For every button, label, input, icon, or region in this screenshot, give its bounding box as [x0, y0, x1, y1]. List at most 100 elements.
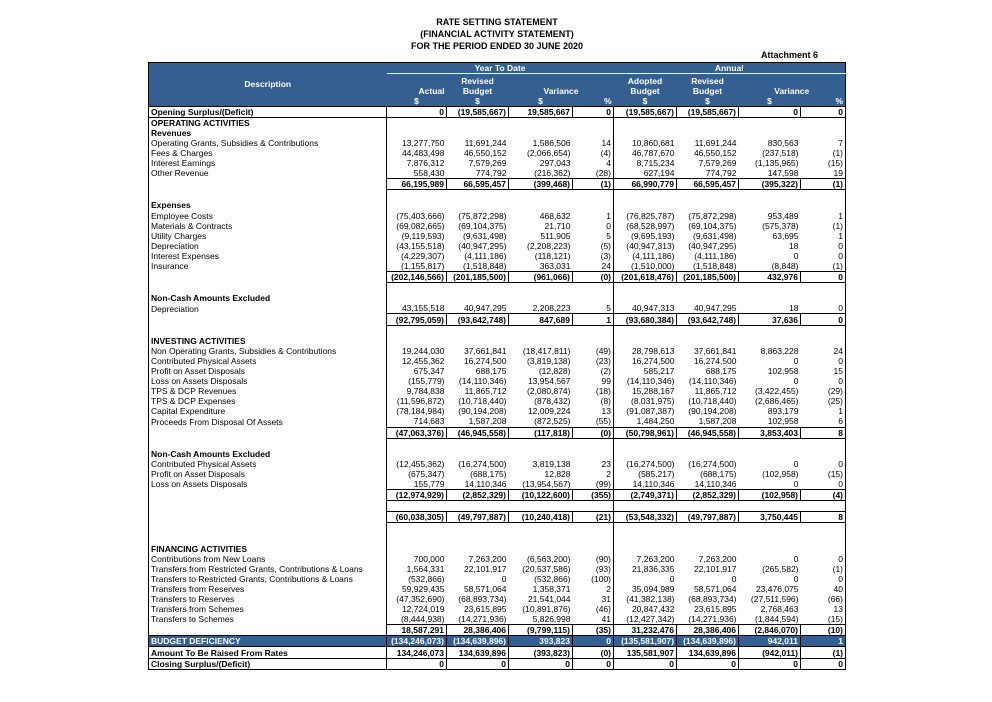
value-cell: 28,386,406 — [446, 624, 509, 637]
value-cell: (100) — [591, 573, 611, 584]
value-cell: 3,853,403 — [738, 426, 801, 439]
value-cell: (532,866) — [408, 573, 445, 584]
value-cell: 59,929,435 — [401, 583, 445, 594]
value-cell — [677, 438, 739, 449]
value-cell: 0 — [731, 573, 737, 584]
table-row: Transfers from Restricted Grants, Contri… — [148, 563, 846, 574]
value-cell: (14,271,936) — [688, 614, 737, 625]
value-cell: (2,066,654) — [527, 148, 571, 159]
value-cell: 11,865,712 — [694, 386, 737, 397]
header-cell: Actual — [386, 73, 447, 96]
value-cell — [387, 501, 447, 512]
value-cell: (14,110,346) — [458, 376, 507, 387]
value-cell — [509, 523, 573, 534]
value-cell: 585,217 — [613, 365, 677, 377]
value-cell: (8,031,975) — [613, 396, 677, 407]
value-cell: (10,240,418) — [508, 511, 573, 524]
value-cell — [739, 533, 801, 543]
value-cell — [613, 533, 677, 544]
value-cell — [447, 283, 509, 294]
value-cell — [613, 522, 677, 534]
value-cell — [509, 325, 573, 336]
row-label: OPERATING ACTIVITIES — [148, 117, 387, 128]
value-cell: 10,860,681 — [613, 137, 677, 148]
value-cell — [387, 128, 447, 138]
value-cell: 22,101,917 — [693, 563, 737, 574]
value-cell: (47,352,690) — [396, 594, 445, 605]
value-cell: (202,146,566) — [386, 271, 447, 284]
table-row: Closing Surplus/(Deficit) 0 0 0 0 0 0 0 0 — [148, 657, 846, 670]
value-cell: (11,596,872) — [396, 396, 445, 407]
row-label: Operating Grants, Subsidies & Contributi… — [148, 137, 387, 148]
value-cell — [509, 336, 573, 346]
value-cell: 0 — [838, 355, 843, 366]
table-row: Employee Costs (75,403,666) (75,872,298) 46… — [148, 210, 846, 221]
value-cell: (41,382,138) — [613, 594, 677, 605]
row-label: Expenses — [148, 200, 387, 211]
value-cell: (1) — [832, 261, 843, 272]
value-cell: (102,958) — [738, 489, 801, 502]
value-cell: (8) — [600, 396, 611, 407]
value-cell: 0 — [800, 657, 846, 670]
value-cell — [677, 325, 739, 336]
table-row — [148, 533, 846, 544]
value-cell — [447, 336, 509, 346]
value-cell: (29) — [827, 386, 843, 397]
value-cell: 0 — [572, 105, 614, 118]
value-cell: (46) — [595, 604, 611, 615]
value-cell: (19,585,667) — [613, 105, 677, 118]
value-cell: 12,724,019 — [401, 604, 445, 615]
row-label: Contributions from New Loans — [148, 553, 387, 564]
value-cell: (18,417,811) — [522, 345, 571, 356]
value-cell: 102,958 — [767, 365, 799, 376]
value-cell: 0 — [793, 250, 799, 261]
value-cell: (399,468) — [508, 178, 573, 191]
value-cell — [387, 438, 447, 449]
value-cell: 0 — [613, 573, 677, 584]
value-cell: 700,000 — [413, 553, 445, 564]
value-cell: 953,489 — [767, 210, 799, 221]
value-cell: (118,121) — [534, 250, 571, 261]
value-cell: (2) — [600, 365, 611, 376]
value-cell: (9,695,193) — [613, 230, 677, 241]
value-cell: 66,595,457 — [446, 178, 509, 191]
value-cell: (942,011) — [738, 646, 801, 659]
value-cell: 774,792 — [475, 168, 507, 179]
table-row: Transfers to Restricted Grants, Contribu… — [148, 573, 846, 584]
value-cell: (49,797,887) — [446, 511, 509, 524]
row-label: Profit on Asset Disposals — [148, 365, 387, 377]
value-cell: (90,194,208) — [458, 406, 507, 417]
value-cell: (6,563,200) — [527, 553, 571, 564]
value-cell — [447, 190, 509, 201]
title-line: RATE SETTING STATEMENT — [436, 17, 558, 27]
value-cell: 7,263,200 — [468, 553, 507, 564]
value-cell: 13,277,750 — [401, 137, 445, 148]
value-cell: (25) — [827, 396, 843, 407]
value-cell — [613, 293, 677, 304]
row-label — [148, 189, 387, 201]
value-cell: 2,208,223 — [532, 303, 571, 314]
value-cell: 20,847,432 — [613, 604, 677, 615]
value-cell: 13,954,567 — [527, 376, 571, 387]
table-row: Non-Cash Amounts Excluded — [148, 448, 846, 459]
value-cell: 714,683 — [413, 416, 445, 427]
row-label: Profit on Asset Disposals — [148, 468, 387, 479]
value-cell: 0 — [508, 657, 573, 670]
value-cell: (201,618,476) — [613, 271, 677, 284]
value-cell — [739, 438, 801, 449]
value-cell — [613, 543, 677, 554]
value-cell: 44,483,498 — [401, 148, 445, 159]
value-cell: (395,322) — [738, 178, 801, 191]
value-cell: 22,101,917 — [463, 563, 507, 574]
row-label: Non-Cash Amounts Excluded — [148, 448, 387, 459]
value-cell — [387, 533, 447, 543]
table-row — [148, 522, 846, 534]
value-cell: (12,427,342) — [613, 614, 677, 625]
value-cell: 19 — [833, 168, 843, 179]
value-cell: (0) — [572, 426, 614, 439]
table-row: Transfers to Reserves (47,352,690) (68,893… — [148, 594, 846, 605]
value-cell — [509, 128, 573, 138]
value-cell: (102,958) — [762, 468, 799, 479]
value-cell: 16,274,500 — [693, 355, 737, 366]
table-row: Contributed Physical Assets (12,455,362) (… — [148, 458, 846, 469]
